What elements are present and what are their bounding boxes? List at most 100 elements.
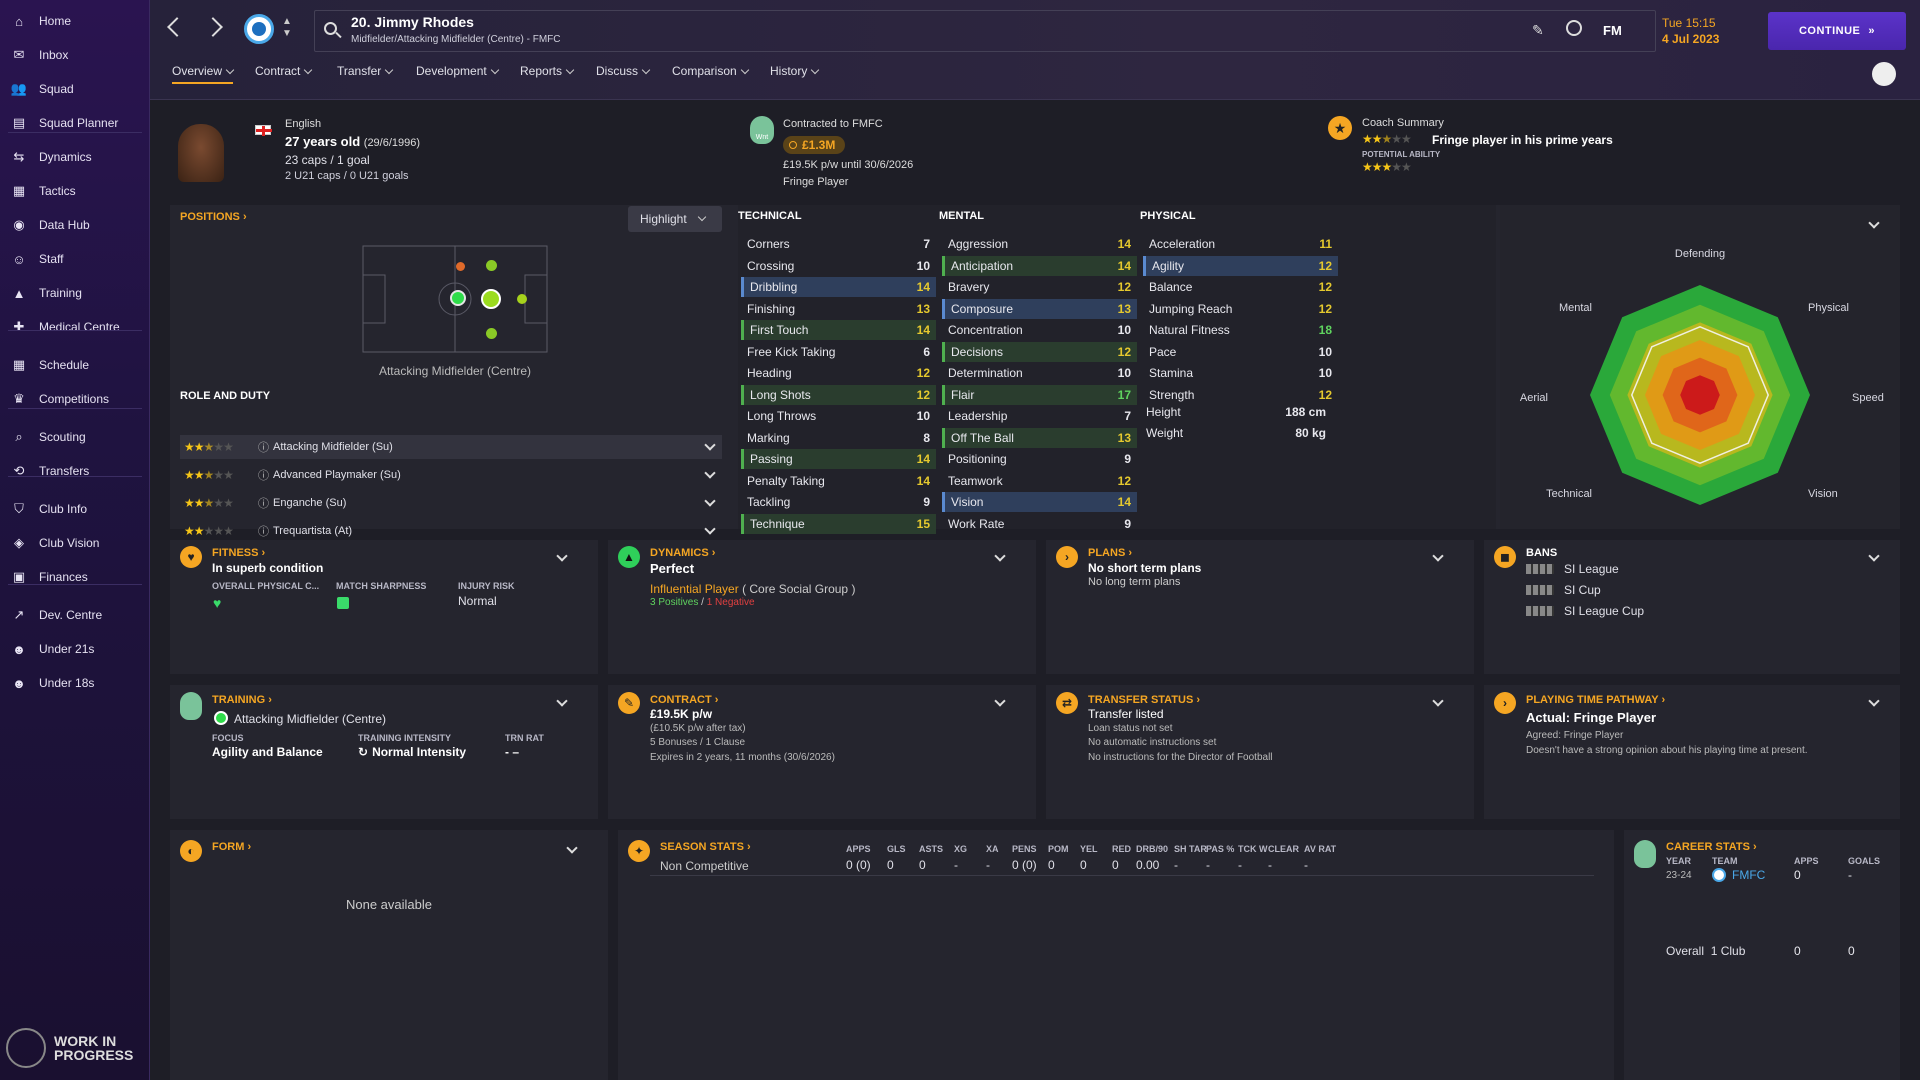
tab-overview[interactable]: Overview (172, 64, 235, 84)
attribute-row[interactable]: Off The Ball 13 (942, 427, 1137, 448)
attribute-row[interactable]: Anticipation 14 (942, 255, 1137, 276)
sidebar-item-dev-centre[interactable]: ↗ Dev. Centre (0, 600, 150, 630)
sidebar-item-medical-centre[interactable]: ✚ Medical Centre (0, 312, 150, 342)
pathway-title[interactable]: PLAYING TIME PATHWAY › (1526, 694, 1666, 706)
tab-history[interactable]: History (770, 64, 820, 84)
sidebar-item-under-18s[interactable]: ☻ Under 18s (0, 668, 150, 698)
attribute-row[interactable]: Aggression 14 (942, 234, 1137, 254)
attribute-row[interactable]: Long Shots 12 (741, 384, 936, 405)
attribute-row[interactable]: Long Throws 10 (741, 406, 936, 426)
attribute-row[interactable]: Finishing 13 (741, 299, 936, 319)
sidebar-item-data-hub[interactable]: ◉ Data Hub (0, 210, 150, 240)
sidebar-item-staff[interactable]: ☺ Staff (0, 244, 150, 274)
ban-bar-icon (1526, 585, 1554, 595)
attribute-row[interactable]: Pace 10 (1143, 342, 1338, 362)
attribute-row[interactable]: Positioning 9 (942, 449, 1137, 469)
role-row[interactable]: ★★★★★ ⓘ Advanced Playmaker (Su) (180, 463, 722, 487)
tab-reports[interactable]: Reports (520, 64, 575, 84)
plans-title[interactable]: PLANS › (1088, 547, 1133, 559)
sidebar-item-transfers[interactable]: ⟲ Transfers (0, 456, 150, 486)
highlight-dropdown[interactable]: Highlight (628, 206, 722, 232)
club-badge[interactable] (244, 14, 274, 44)
sidebar-item-club-vision[interactable]: ◈ Club Vision (0, 528, 150, 558)
attribute-row[interactable]: Acceleration 11 (1143, 234, 1338, 254)
role-dropdown[interactable] (704, 467, 716, 479)
sidebar-item-club-info[interactable]: ⛉ Club Info (0, 494, 150, 524)
attribute-row[interactable]: Agility 12 (1143, 255, 1338, 276)
player-switch-icon[interactable]: ▲ ▼ (282, 16, 292, 39)
globe-icon[interactable] (1566, 20, 1582, 36)
attribute-row[interactable]: Work Rate 9 (942, 514, 1137, 534)
sidebar-item-finances[interactable]: ▣ Finances (0, 562, 150, 592)
attribute-row[interactable]: Flair 17 (942, 384, 1137, 405)
sidebar-item-training[interactable]: ▲ Training (0, 278, 150, 308)
attribute-row[interactable]: Heading 12 (741, 363, 936, 383)
tab-comparison[interactable]: Comparison (672, 64, 749, 84)
continue-button[interactable]: CONTINUE» (1768, 12, 1906, 50)
career-team[interactable]: FMFC (1732, 868, 1766, 882)
attribute-row[interactable]: Jumping Reach 12 (1143, 299, 1338, 319)
tab-transfer[interactable]: Transfer (337, 64, 394, 84)
double-chevron-icon: » (1868, 25, 1876, 37)
role-dropdown[interactable] (704, 523, 716, 535)
sidebar-item-home[interactable]: ⌂ Home (0, 6, 150, 36)
tab-discuss[interactable]: Discuss (596, 64, 651, 84)
back-button[interactable] (167, 17, 187, 37)
role-row[interactable]: ★★★★★ ⓘ Enganche (Su) (180, 491, 722, 515)
sidebar-item-squad-planner[interactable]: ▤ Squad Planner (0, 108, 150, 138)
attribute-row[interactable]: Crossing 10 (741, 256, 936, 276)
avatar[interactable] (1872, 62, 1896, 86)
role-row[interactable]: ★★★★★ ⓘ Trequartista (At) (180, 519, 722, 543)
role-dropdown[interactable] (704, 439, 716, 451)
attribute-row[interactable]: Balance 12 (1143, 277, 1338, 297)
sidebar-item-inbox[interactable]: ✉ Inbox (0, 40, 150, 70)
fm-logo[interactable]: FM (1603, 23, 1622, 38)
attribute-row[interactable]: Bravery 12 (942, 277, 1137, 297)
attribute-row[interactable]: Penalty Taking 14 (741, 471, 936, 491)
attribute-row[interactable]: First Touch 14 (741, 320, 936, 340)
attribute-row[interactable]: Technique 15 (741, 513, 936, 534)
attribute-row[interactable]: Dribbling 14 (741, 277, 936, 297)
tab-contract[interactable]: Contract (255, 64, 313, 84)
attribute-row[interactable]: Concentration 10 (942, 320, 1137, 340)
sidebar-item-scouting[interactable]: ⌕ Scouting (0, 422, 150, 452)
attribute-row[interactable]: Marking 8 (741, 428, 936, 448)
attribute-row[interactable]: Strength 12 (1143, 385, 1338, 405)
career-stats-title[interactable]: CAREER STATS › (1666, 841, 1757, 853)
form-title[interactable]: FORM › (212, 841, 252, 853)
attribute-row[interactable]: Free Kick Taking 6 (741, 342, 936, 362)
search-icon[interactable] (324, 22, 337, 35)
transfer-status-title[interactable]: TRANSFER STATUS › (1088, 694, 1201, 706)
training-title[interactable]: TRAINING › (212, 694, 272, 706)
sidebar-item-tactics[interactable]: ▦ Tactics (0, 176, 150, 206)
role-dropdown[interactable] (704, 495, 716, 507)
attribute-row[interactable]: Leadership 7 (942, 406, 1137, 426)
attribute-row[interactable]: Teamwork 12 (942, 471, 1137, 491)
tab-development[interactable]: Development (416, 64, 499, 84)
attribute-name: Acceleration (1149, 237, 1216, 251)
attribute-row[interactable]: Vision 14 (942, 492, 1137, 512)
sidebar-item-under-21s[interactable]: ☻ Under 21s (0, 634, 150, 664)
attribute-row[interactable]: Passing 14 (741, 449, 936, 469)
forward-button[interactable] (203, 17, 223, 37)
attribute-row[interactable]: Corners 7 (741, 234, 936, 254)
attribute-row[interactable]: Composure 13 (942, 298, 1137, 319)
dynamics-title[interactable]: DYNAMICS › (650, 547, 716, 559)
contract-title[interactable]: CONTRACT › (650, 694, 719, 706)
search-box[interactable] (314, 10, 1656, 52)
sidebar-item-dynamics[interactable]: ⇆ Dynamics (0, 142, 150, 172)
edit-icon[interactable]: ✎ (1532, 22, 1544, 38)
attribute-row[interactable]: Determination 10 (942, 363, 1137, 383)
attribute-row[interactable]: Tackling 9 (741, 492, 936, 512)
sidebar-item-schedule[interactable]: ▦ Schedule (0, 350, 150, 380)
attribute-row[interactable]: Natural Fitness 18 (1143, 320, 1338, 340)
sidebar-item-competitions[interactable]: ♛ Competitions (0, 384, 150, 414)
coach-summary: Fringe player in his prime years (1432, 133, 1613, 147)
positions-title[interactable]: POSITIONS › (180, 211, 247, 223)
sidebar-item-squad[interactable]: 👥 Squad (0, 74, 150, 104)
role-row[interactable]: ★★★★★ ⓘ Attacking Midfielder (Su) (180, 435, 722, 459)
attribute-row[interactable]: Stamina 10 (1143, 363, 1338, 383)
fitness-title[interactable]: FITNESS › (212, 547, 266, 559)
attribute-row[interactable]: Decisions 12 (942, 341, 1137, 362)
season-stats-title[interactable]: SEASON STATS › (660, 841, 751, 853)
